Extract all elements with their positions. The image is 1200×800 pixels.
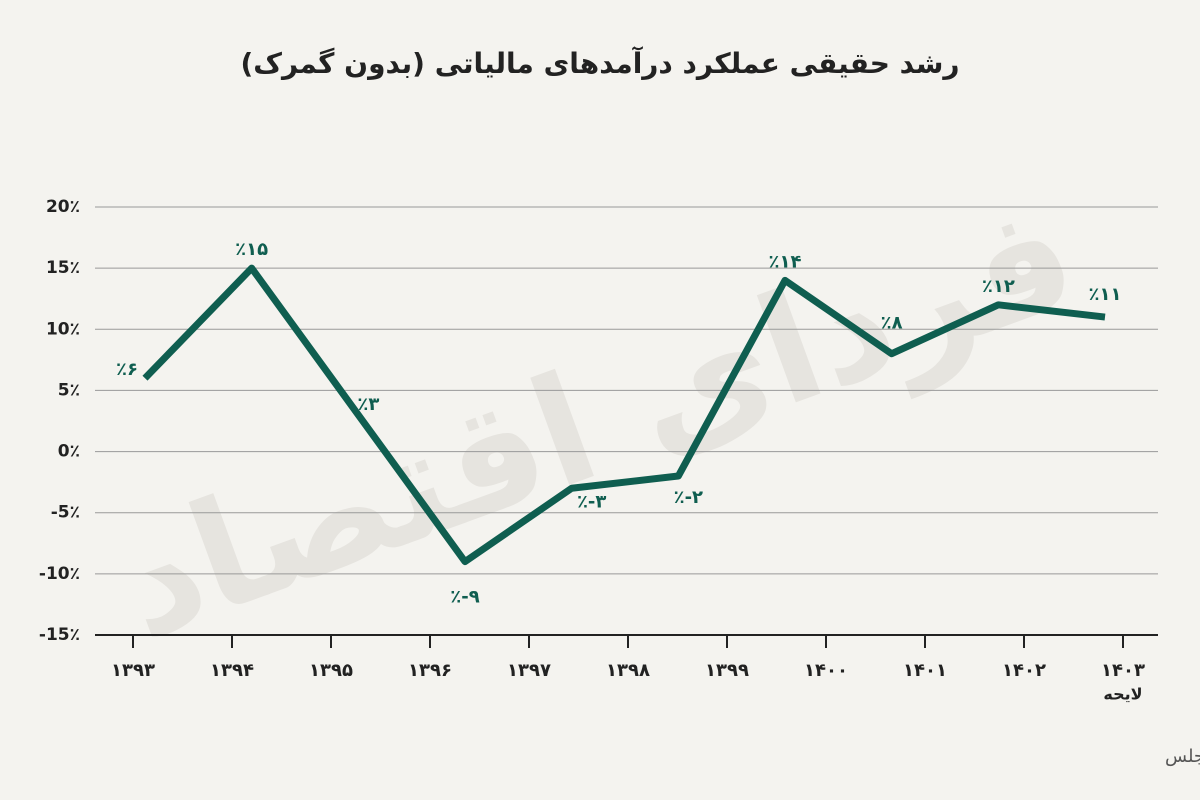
x-tick-label: ۱۳۹۹ [705,660,749,681]
x-tick-note: لایحه [1103,685,1142,704]
y-tick-label: 0٪ [58,442,80,462]
x-tick-label: ۱۳۹۶ [408,660,452,681]
x-tick-label: ۱۳۹۵ [309,660,353,681]
value-label: ٪۳ [357,394,379,415]
line-series [142,264,1106,566]
value-label: ٪-۳ [577,491,606,512]
y-tick-label: 20٪ [46,197,80,217]
y-tick-label: -5٪ [51,503,80,523]
x-tick-label: ۱۳۹۸ [606,660,650,681]
source-note: منبع: مرکز پژوهش‌های مجلس [1165,746,1200,767]
x-tick-label: ۱۳۹۴ [210,660,254,681]
x-tick-label: ۱۳۹۷ [507,660,551,681]
x-tick-label: ۱۳۹۳ [111,660,155,681]
value-label: ٪۸ [881,313,903,334]
x-tick-label: ۱۴۰۱ [903,660,947,681]
value-label: ٪-۲ [674,487,703,508]
value-label: ٪۱۱ [1089,284,1122,305]
value-label: ٪۱۴ [769,251,802,272]
value-label: ٪۱۲ [982,276,1015,297]
y-tick-label: 15٪ [46,258,80,278]
y-tick-label: 5٪ [58,380,80,400]
value-label: ٪۱۵ [235,239,268,260]
y-tick-label: 10٪ [46,319,80,339]
chart-title: رشد حقیقی عملکرد درآمدهای مالیاتی (بدون … [240,46,959,80]
x-tick-label: ۱۴۰۲ [1002,660,1046,681]
x-tick-label: ۱۴۰۰ [804,660,848,681]
x-tick-label: ۱۴۰۳ [1101,660,1145,681]
value-label: ٪-۹ [450,587,479,608]
y-tick-label: -15٪ [39,625,80,645]
y-tick-label: -10٪ [39,564,80,584]
value-label: ٪۶ [116,359,138,380]
